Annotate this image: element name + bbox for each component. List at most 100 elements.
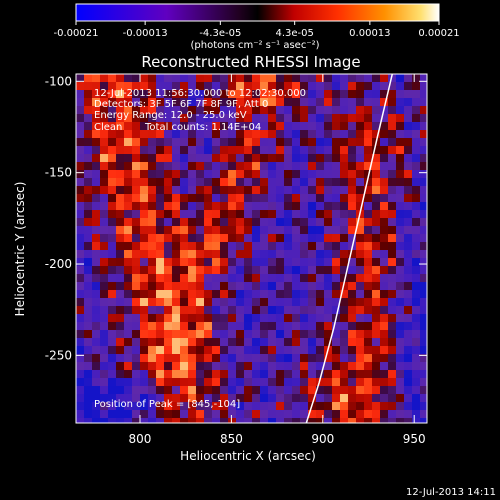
heatmap-cell	[260, 154, 268, 162]
heatmap-cell	[236, 170, 244, 178]
heatmap-cell	[396, 74, 404, 82]
heatmap-cell	[220, 186, 228, 194]
heatmap-cell	[164, 274, 172, 282]
heatmap-cell	[388, 330, 396, 338]
heatmap-cell	[196, 146, 204, 154]
heatmap-cell	[300, 170, 308, 178]
heatmap-cell	[420, 170, 427, 178]
heatmap-cell	[364, 282, 372, 290]
heatmap-cell	[260, 362, 268, 370]
heatmap-cell	[132, 186, 140, 194]
heatmap-cell	[196, 122, 204, 130]
heatmap-cell	[404, 138, 412, 146]
heatmap-cell	[284, 130, 292, 138]
heatmap-cell	[124, 402, 132, 410]
heatmap-cell	[204, 274, 212, 282]
annotation-time: 12-Jul-2013 11:56:30.000 to 12:02:30.000	[94, 88, 306, 99]
heatmap-cell	[132, 266, 140, 274]
heatmap-cell	[340, 218, 348, 226]
heatmap-cell	[316, 242, 324, 250]
heatmap-cell	[228, 250, 236, 258]
heatmap-cell	[284, 186, 292, 194]
heatmap-cell	[276, 154, 284, 162]
heatmap-cell	[180, 210, 188, 218]
heatmap-cell	[388, 250, 396, 258]
heatmap-cell	[348, 338, 356, 346]
heatmap-cell	[252, 266, 260, 274]
heatmap-cell	[172, 226, 180, 234]
heatmap-cell	[180, 290, 188, 298]
heatmap-cell	[412, 210, 420, 218]
heatmap-cell	[260, 386, 268, 394]
heatmap-cell	[268, 386, 276, 394]
heatmap-cell	[292, 82, 300, 90]
heatmap-cell	[180, 242, 188, 250]
heatmap-cell	[100, 394, 108, 402]
heatmap-cell	[228, 138, 236, 146]
heatmap-cell	[84, 210, 92, 218]
heatmap-cell	[188, 266, 196, 274]
heatmap-cell	[84, 418, 92, 423]
heatmap-cell	[356, 282, 364, 290]
heatmap-cell	[348, 290, 356, 298]
heatmap-cell	[332, 322, 340, 330]
heatmap-cell	[292, 274, 300, 282]
heatmap-cell	[140, 322, 148, 330]
heatmap-cell	[196, 258, 204, 266]
heatmap-cell	[348, 74, 356, 82]
heatmap-cell	[276, 282, 284, 290]
annotation-detectors: Detectors: 3F 5F 6F 7F 8F 9F, Att 0	[94, 99, 268, 110]
heatmap-cell	[172, 122, 180, 130]
heatmap-cell	[100, 170, 108, 178]
heatmap-cell	[84, 194, 92, 202]
heatmap-cell	[140, 90, 148, 98]
heatmap-cell	[364, 178, 372, 186]
heatmap-cell	[92, 130, 100, 138]
heatmap-cell	[228, 122, 236, 130]
heatmap-cell	[308, 138, 316, 146]
heatmap-cell	[116, 266, 124, 274]
heatmap-cell	[220, 266, 228, 274]
heatmap-cell	[364, 210, 372, 218]
heatmap-cell	[124, 170, 132, 178]
heatmap-cell	[132, 98, 140, 106]
heatmap-cell	[276, 234, 284, 242]
heatmap-cell	[172, 82, 180, 90]
heatmap-cell	[268, 298, 276, 306]
heatmap-cell	[244, 306, 252, 314]
heatmap-cell	[236, 138, 244, 146]
heatmap-cell	[412, 98, 420, 106]
heatmap-cell	[188, 162, 196, 170]
heatmap-cell	[140, 298, 148, 306]
heatmap-cell	[276, 194, 284, 202]
heatmap-cell	[324, 114, 332, 122]
heatmap-cell	[268, 354, 276, 362]
heatmap-cell	[332, 90, 340, 98]
heatmap-cell	[308, 98, 316, 106]
heatmap-cell	[92, 354, 100, 362]
heatmap-cell	[284, 194, 292, 202]
heatmap-cell	[100, 138, 108, 146]
heatmap-cell	[364, 362, 372, 370]
heatmap-cell	[244, 290, 252, 298]
heatmap-cell	[188, 378, 196, 386]
heatmap-cell	[228, 362, 236, 370]
heatmap-cell	[292, 194, 300, 202]
heatmap-cell	[412, 378, 420, 386]
heatmap-cell	[140, 242, 148, 250]
heatmap-cell	[332, 234, 340, 242]
heatmap-cell	[404, 170, 412, 178]
heatmap-cell	[372, 290, 380, 298]
heatmap-cell	[308, 346, 316, 354]
heatmap-cell	[156, 242, 164, 250]
heatmap-cell	[284, 290, 292, 298]
heatmap-cell	[204, 138, 212, 146]
heatmap-cell	[260, 170, 268, 178]
heatmap-cell	[108, 266, 116, 274]
heatmap-cell	[204, 186, 212, 194]
heatmap-cell	[100, 122, 108, 130]
heatmap-cell	[188, 418, 196, 423]
heatmap-cell	[196, 386, 204, 394]
heatmap-cell	[204, 170, 212, 178]
heatmap-cell	[372, 330, 380, 338]
